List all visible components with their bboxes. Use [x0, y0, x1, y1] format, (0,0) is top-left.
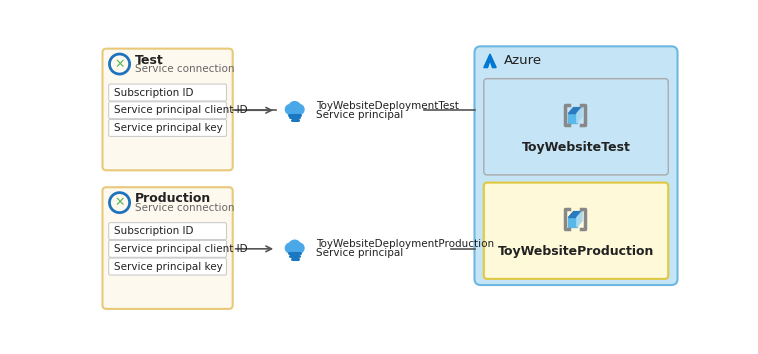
Text: ToyWebsiteTest: ToyWebsiteTest [522, 142, 631, 154]
Circle shape [293, 247, 300, 253]
Text: Service principal client ID: Service principal client ID [114, 244, 248, 254]
Text: Service principal: Service principal [316, 249, 404, 258]
FancyBboxPatch shape [108, 84, 227, 101]
FancyBboxPatch shape [108, 223, 227, 240]
Circle shape [286, 243, 296, 253]
Text: Service connection: Service connection [135, 203, 234, 213]
Circle shape [289, 240, 301, 252]
Circle shape [289, 102, 301, 113]
Polygon shape [568, 108, 582, 114]
FancyBboxPatch shape [102, 187, 233, 309]
FancyBboxPatch shape [475, 46, 678, 285]
Polygon shape [568, 212, 582, 217]
Polygon shape [568, 114, 577, 123]
Polygon shape [577, 108, 582, 123]
Text: Azure: Azure [504, 54, 542, 67]
Text: Subscription ID: Subscription ID [114, 226, 193, 236]
Text: Production: Production [135, 192, 211, 205]
Text: Test: Test [135, 54, 164, 67]
FancyBboxPatch shape [108, 240, 227, 257]
FancyBboxPatch shape [108, 258, 227, 275]
Circle shape [290, 108, 298, 115]
FancyBboxPatch shape [108, 102, 227, 119]
Text: Service connection: Service connection [135, 64, 234, 74]
Circle shape [294, 104, 304, 114]
Circle shape [290, 246, 298, 254]
Text: ✕: ✕ [114, 58, 125, 70]
Text: Service principal: Service principal [316, 110, 404, 120]
Circle shape [293, 108, 300, 115]
FancyBboxPatch shape [102, 48, 233, 170]
Text: ToyWebsiteDeploymentProduction: ToyWebsiteDeploymentProduction [316, 239, 494, 249]
FancyBboxPatch shape [484, 183, 669, 279]
FancyBboxPatch shape [484, 79, 669, 175]
Text: Subscription ID: Subscription ID [114, 87, 193, 98]
Text: ToyWebsiteDeploymentTest: ToyWebsiteDeploymentTest [316, 101, 459, 110]
Polygon shape [568, 217, 577, 227]
Text: ToyWebsiteProduction: ToyWebsiteProduction [498, 245, 654, 258]
Polygon shape [577, 212, 582, 227]
Circle shape [294, 243, 304, 253]
FancyBboxPatch shape [108, 120, 227, 136]
Polygon shape [484, 54, 496, 68]
Text: Service principal client ID: Service principal client ID [114, 105, 248, 115]
Circle shape [286, 104, 296, 114]
Text: ✕: ✕ [114, 196, 125, 209]
Text: Service principal key: Service principal key [114, 123, 223, 133]
Text: Service principal key: Service principal key [114, 262, 223, 272]
